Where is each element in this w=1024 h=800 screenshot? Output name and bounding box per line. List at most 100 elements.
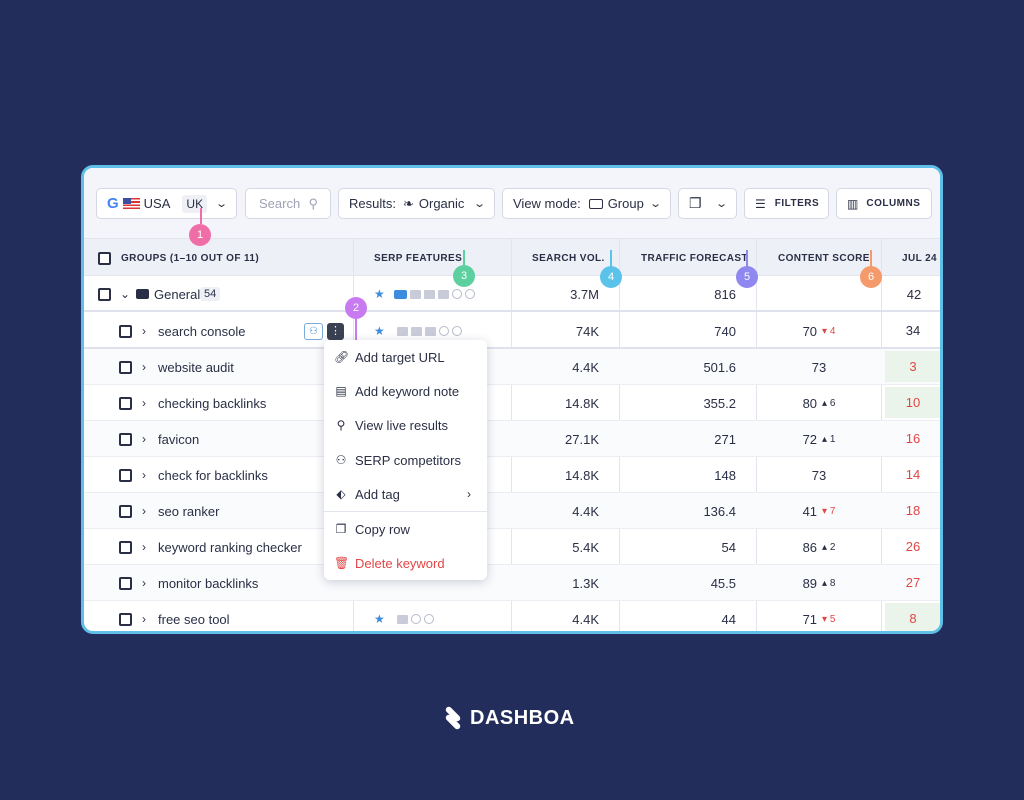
table-row[interactable]: › favicon 27.1K 271 72 ▴ 1 16 <box>84 421 940 457</box>
menu-copy-row[interactable]: ❐ Copy row <box>335 521 410 537</box>
date-value: 42 <box>906 286 922 302</box>
table-row[interactable]: › seo ranker 4.4K 136.4 41 ▾ 7 18 <box>84 493 940 529</box>
chevron-right-icon[interactable]: › <box>142 396 146 410</box>
content-score: 73 <box>811 467 827 483</box>
row-checkbox[interactable] <box>119 421 132 457</box>
table-row[interactable]: › website audit 4.4K 501.6 73 3 <box>84 349 940 385</box>
viewmode-value: Group <box>607 196 644 211</box>
traffic-forecast: 136.4 <box>703 503 736 519</box>
row-checkbox[interactable] <box>119 313 132 349</box>
keyword-name: website audit <box>158 359 234 375</box>
row-checkbox[interactable] <box>119 349 132 385</box>
content-score: 89 ▴ 8 <box>802 575 836 591</box>
table-row[interactable]: › keyword ranking checker 5.4K 54 86 ▴ 2 … <box>84 529 940 565</box>
table-row[interactable]: › search console ⚇ ⋮ ★ 74K 740 70 ▾ 4 34 <box>84 313 940 349</box>
location-select[interactable]: G USA UK ⌄ <box>96 188 237 219</box>
header-groups[interactable]: GROUPS (1–10 OUT OF 11) <box>121 252 260 264</box>
group-count-badge: 54 <box>200 276 221 312</box>
folder-icon <box>136 276 149 312</box>
content-score: 71 ▾ 5 <box>802 611 836 627</box>
content-score: 70 ▾ 4 <box>802 323 836 339</box>
chevron-right-icon[interactable]: › <box>142 612 146 626</box>
caret-down-icon: ▾ 5 <box>822 613 836 625</box>
search-volume: 1.3K <box>572 575 599 591</box>
header-date[interactable]: JUL 24 <box>902 252 938 264</box>
date-value: 8 <box>885 603 940 631</box>
search-volume: 74K <box>575 323 599 339</box>
chevron-right-icon[interactable]: › <box>142 468 146 482</box>
date-value: 27 <box>905 575 921 590</box>
competitors-icon[interactable]: ⚇ <box>304 322 323 340</box>
badge-1: 1 <box>189 224 211 246</box>
link-icon: 🔗︎ <box>334 350 350 364</box>
results-value: Organic <box>418 196 465 211</box>
row-checkbox[interactable] <box>119 385 132 421</box>
viewmode-select[interactable]: View mode: Group ⌄ <box>502 188 671 219</box>
copy-menu-button[interactable]: ❐ ⌄ <box>678 188 737 219</box>
search-volume: 14.8K <box>565 395 599 411</box>
date-value: 18 <box>905 503 921 518</box>
chevron-right-icon[interactable]: › <box>142 540 146 554</box>
search-volume: 14.8K <box>565 467 599 483</box>
row-checkbox[interactable] <box>119 601 132 631</box>
menu-add-target-url[interactable]: 🔗︎ Add target URL <box>334 349 445 365</box>
keyword-name: search console <box>158 323 246 339</box>
keyword-name: favicon <box>158 431 200 447</box>
serp-features: ★ <box>374 276 475 312</box>
date-value: 10 <box>885 387 940 418</box>
filter-icon: ☰ <box>755 196 766 211</box>
header-volume[interactable]: SEARCH VOL. <box>532 252 605 264</box>
region-chip[interactable]: UK <box>182 194 208 213</box>
table-row[interactable]: › free seo tool ★ 4.4K 44 71 ▾ 5 8 <box>84 601 940 631</box>
keyword-name: monitor backlinks <box>158 575 259 591</box>
badge-4: 4 <box>600 266 622 288</box>
menu-delete-keyword[interactable]: 🗑︎ Delete keyword <box>334 555 445 571</box>
table-row[interactable]: › checking backlinks 14.8K 355.2 80 ▴ 6 1… <box>84 385 940 421</box>
chevron-right-icon[interactable]: › <box>142 576 146 590</box>
caret-up-icon: ▴ 6 <box>822 397 836 409</box>
keyword-name: checking backlinks <box>158 395 267 411</box>
table-header: GROUPS (1–10 OUT OF 11) SERP FEATURES SE… <box>84 238 940 276</box>
chevron-right-icon[interactable]: › <box>142 504 146 518</box>
columns-button[interactable]: ▥ COLUMNS <box>836 188 932 219</box>
more-options-icon[interactable]: ⋮ <box>327 322 344 340</box>
row-checkbox[interactable] <box>119 457 132 493</box>
chevron-down-icon: ⌄ <box>648 198 662 210</box>
search-volume: 5.4K <box>572 539 599 555</box>
keyword-name: free seo tool <box>158 611 230 627</box>
menu-add-tag[interactable]: ⬖ Add tag › <box>324 477 487 511</box>
keyword-name: check for backlinks <box>158 467 268 483</box>
search-icon: ⚲ <box>308 195 318 211</box>
serp-features: ★ <box>374 313 462 349</box>
search-input[interactable]: Search ⚲ <box>245 188 331 219</box>
menu-add-keyword-note[interactable]: ▤ Add keyword note <box>335 383 460 399</box>
row-checkbox[interactable] <box>119 565 132 601</box>
filters-button[interactable]: ☰ FILTERS <box>744 188 829 219</box>
traffic-forecast: 816 <box>714 286 736 302</box>
row-checkbox[interactable] <box>119 529 132 565</box>
header-traffic[interactable]: TRAFFIC FORECAST <box>641 252 748 264</box>
menu-serp-competitors[interactable]: ⚇ SERP competitors <box>335 452 461 468</box>
header-serp[interactable]: SERP FEATURES <box>374 252 463 264</box>
columns-icon: ▥ <box>847 196 859 211</box>
caret-down-icon: ▾ 7 <box>822 505 836 517</box>
results-select[interactable]: Results: ❧ Organic ⌄ <box>338 188 495 219</box>
traffic-forecast: 740 <box>714 323 736 339</box>
chevron-right-icon[interactable]: › <box>142 324 146 338</box>
chevron-right-icon[interactable]: › <box>142 360 146 374</box>
table-row[interactable]: › monitor backlinks 1.3K 45.5 89 ▴ 8 27 <box>84 565 940 601</box>
chevron-down-icon[interactable]: ⌄ <box>120 287 131 301</box>
group-row[interactable]: ⌄ General 54 ★ 3.7M 816 42 <box>84 276 940 312</box>
filters-label: FILTERS <box>774 198 820 209</box>
caret-up-icon: ▴ 8 <box>822 577 836 589</box>
content-score: 72 ▴ 1 <box>802 431 836 447</box>
header-content[interactable]: CONTENT SCORE <box>778 252 870 264</box>
select-all-checkbox[interactable] <box>98 239 111 277</box>
date-value: 26 <box>905 539 921 554</box>
table-row[interactable]: › check for backlinks 14.8K 148 73 14 <box>84 457 940 493</box>
chevron-right-icon[interactable]: › <box>142 432 146 446</box>
row-checkbox[interactable] <box>98 276 111 312</box>
viewmode-label: View mode: <box>513 196 581 211</box>
row-checkbox[interactable] <box>119 493 132 529</box>
menu-view-live-results[interactable]: ⚲ View live results <box>324 408 487 442</box>
